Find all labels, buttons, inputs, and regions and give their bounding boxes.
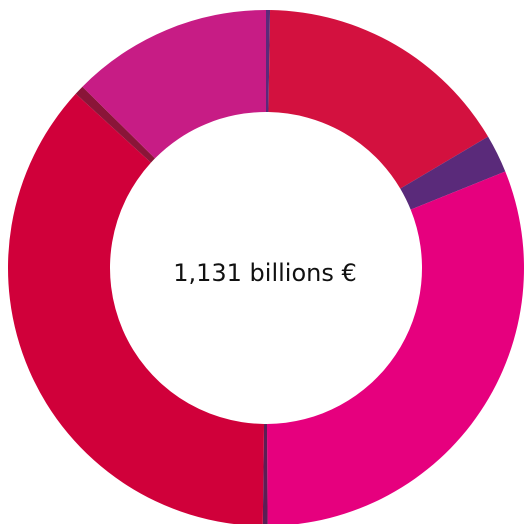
donut-slice-7 [75,86,156,163]
donut-slice-3 [400,136,506,210]
donut-slice-1 [266,10,271,113]
donut-slice-2 [268,10,489,189]
donut-slices [8,10,524,524]
donut-slice-4 [266,171,524,524]
donut-slice-8 [82,10,266,159]
center-total-label: 1,131 billions € [173,259,357,287]
donut-slice-5 [262,423,268,524]
donut-slice-6 [8,93,265,524]
